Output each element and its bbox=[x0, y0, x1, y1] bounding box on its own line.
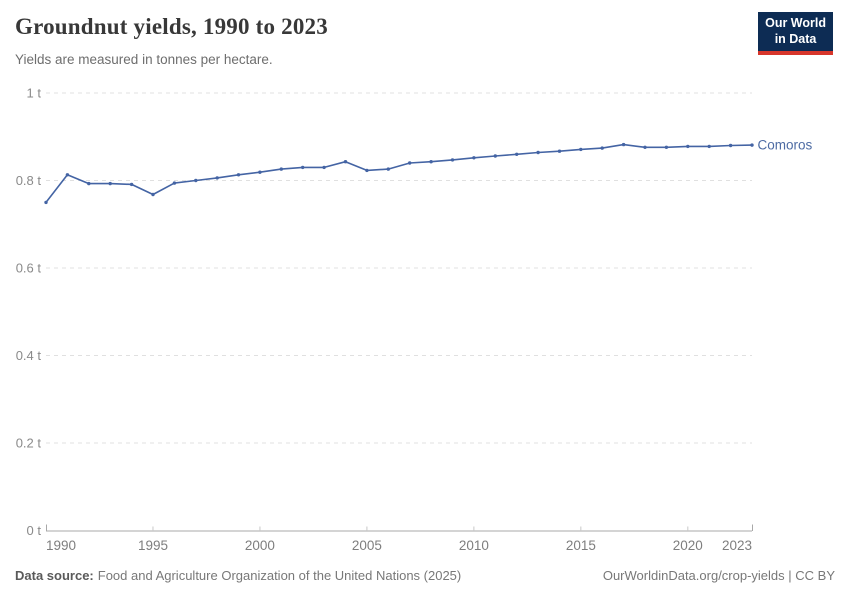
x-tick-label: 1995 bbox=[138, 538, 168, 553]
data-point bbox=[707, 144, 711, 149]
series-label-comoros[interactable]: Comoros bbox=[758, 138, 813, 153]
data-point bbox=[258, 170, 262, 174]
data-point bbox=[557, 149, 562, 153]
chart-title: Groundnut yields, 1990 to 2023 bbox=[15, 14, 328, 39]
data-point bbox=[172, 181, 177, 185]
y-tick-label: 0.6 t bbox=[16, 261, 42, 276]
x-tick-label: 2005 bbox=[352, 538, 382, 553]
data-point bbox=[450, 158, 455, 162]
data-point bbox=[728, 143, 733, 148]
data-point bbox=[108, 181, 112, 186]
data-point bbox=[493, 154, 497, 158]
y-tick-label: 0 t bbox=[27, 523, 42, 538]
data-point bbox=[750, 143, 754, 147]
data-point bbox=[386, 167, 390, 171]
data-point bbox=[515, 152, 519, 156]
chart-subtitle: Yields are measured in tonnes per hectar… bbox=[15, 52, 273, 67]
data-point bbox=[429, 160, 433, 164]
data-point bbox=[129, 182, 134, 187]
owid-logo: Our World in Data bbox=[758, 12, 833, 56]
y-tick-label: 0.4 t bbox=[16, 348, 42, 363]
data-point bbox=[600, 146, 604, 150]
data-point bbox=[87, 181, 91, 186]
owid-logo-line2: in Data bbox=[774, 31, 817, 46]
data-point bbox=[194, 178, 198, 183]
series-line[interactable] bbox=[45, 143, 753, 204]
data-point bbox=[472, 156, 476, 160]
data-point bbox=[536, 150, 540, 155]
y-tick-label: 1 t bbox=[27, 86, 42, 101]
data-point bbox=[343, 160, 348, 164]
data-point bbox=[279, 167, 283, 171]
data-point bbox=[664, 145, 669, 149]
x-tick-label: 2010 bbox=[459, 538, 489, 553]
data-source-note: Data source: Food and Agriculture Organiz… bbox=[15, 568, 461, 583]
data-point bbox=[686, 144, 690, 149]
data-point bbox=[215, 176, 219, 180]
data-point bbox=[408, 161, 412, 165]
data-point bbox=[236, 173, 241, 177]
data-point bbox=[322, 165, 326, 170]
data-point bbox=[643, 145, 647, 149]
data-source-label: Data source: bbox=[15, 568, 94, 583]
y-tick-label: 0.8 t bbox=[16, 173, 42, 188]
x-tick-label: 2023 bbox=[722, 538, 752, 553]
data-source-name: Food and Agriculture Organization of the… bbox=[97, 568, 462, 583]
x-tick-label: 2000 bbox=[245, 538, 275, 553]
x-tick-label: 1990 bbox=[46, 538, 76, 553]
y-tick-label: 0.2 t bbox=[16, 436, 42, 451]
data-point bbox=[301, 165, 305, 170]
credit-link[interactable]: OurWorldinData.org/crop-yields | CC BY bbox=[602, 568, 835, 583]
data-point bbox=[151, 192, 155, 197]
data-point bbox=[621, 142, 626, 147]
data-point bbox=[579, 147, 583, 152]
owid-logo-line1: Our World bbox=[765, 16, 826, 30]
chart-footer: Data source: Food and Agriculture Organiz… bbox=[15, 568, 835, 583]
x-tick-label: 2015 bbox=[566, 538, 596, 553]
data-point bbox=[65, 173, 70, 177]
data-point bbox=[365, 168, 369, 173]
data-point bbox=[44, 200, 48, 205]
x-tick-label: 2020 bbox=[673, 538, 703, 553]
